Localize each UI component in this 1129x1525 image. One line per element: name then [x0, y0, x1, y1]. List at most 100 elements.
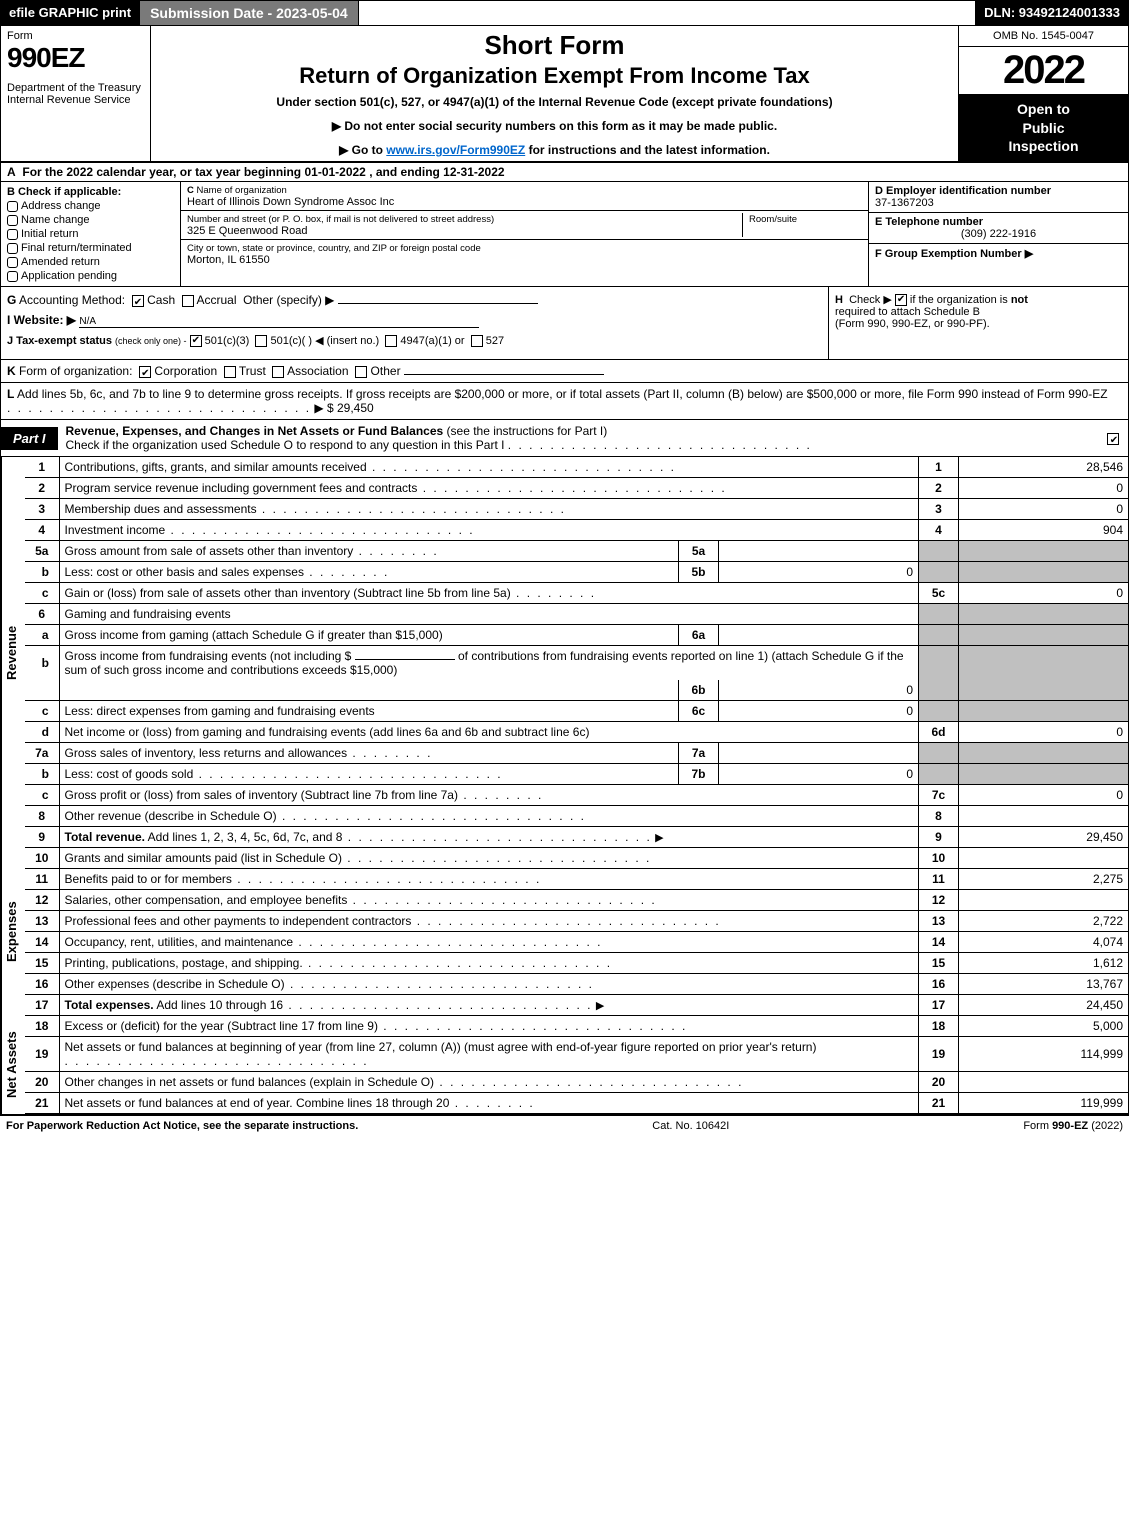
part-1-check[interactable]: [1098, 431, 1128, 445]
cb-address-change[interactable]: Address change: [7, 200, 174, 212]
revenue-side-label: Revenue: [1, 457, 25, 848]
4947-label: 4947(a)(1) or: [400, 335, 464, 347]
line-8-ln: 8: [919, 806, 959, 827]
line-5b-sublabel: 5b: [679, 562, 719, 583]
cb-501c3[interactable]: [190, 335, 202, 347]
line-21-amount: 119,999: [959, 1093, 1129, 1114]
cb-name-change-label: Name change: [21, 214, 90, 226]
note-2-suffix: for instructions and the latest informat…: [525, 143, 770, 157]
cb-trust[interactable]: [224, 366, 236, 378]
other-org-input[interactable]: [404, 374, 604, 375]
line-5a-sublabel: 5a: [679, 541, 719, 562]
section-a-text: For the 2022 calendar year, or tax year …: [22, 165, 504, 179]
line-10-desc: Grants and similar amounts paid (list in…: [65, 851, 342, 865]
cb-4947[interactable]: [385, 335, 397, 347]
note-2: ▶ Go to www.irs.gov/Form990EZ for instru…: [161, 143, 948, 157]
line-7a-amount-shaded: [959, 743, 1129, 764]
line-13-desc: Professional fees and other payments to …: [65, 914, 412, 928]
line-6a-sublabel: 6a: [679, 625, 719, 646]
street-value: 325 E Queenwood Road: [187, 225, 307, 237]
part-1-title-rest: (see the instructions for Part I): [443, 424, 607, 438]
line-6-desc: Gaming and fundraising events: [59, 604, 919, 625]
return-title: Return of Organization Exempt From Incom…: [161, 63, 948, 89]
h-check-label: Check ▶: [849, 294, 892, 306]
phone-label: E Telephone number: [875, 216, 983, 228]
line-12-amount: [959, 890, 1129, 911]
cb-accrual[interactable]: [182, 295, 194, 307]
irs-link[interactable]: www.irs.gov/Form990EZ: [386, 143, 525, 157]
line-7a-sublabel: 7a: [679, 743, 719, 764]
line-6d-ln: 6d: [919, 722, 959, 743]
tax-exempt-line: J Tax-exempt status (check only one) - 5…: [7, 334, 822, 347]
cb-association[interactable]: [272, 366, 284, 378]
line-7b-sublabel: 7b: [679, 764, 719, 785]
cb-501c[interactable]: [255, 335, 267, 347]
dln-label: DLN: 93492124001333: [976, 1, 1128, 25]
cb-amended-return[interactable]: Amended return: [7, 256, 174, 268]
line-16-desc: Other expenses (describe in Schedule O): [65, 977, 285, 991]
line-14-amount: 4,074: [959, 932, 1129, 953]
cb-name-change[interactable]: Name change: [7, 214, 174, 226]
line-5c-desc: Gain or (loss) from sale of assets other…: [65, 586, 511, 600]
open-line-2: Public: [1022, 120, 1064, 136]
line-7a-num: 7a: [25, 743, 59, 764]
line-20: 20 Other changes in net assets or fund b…: [25, 1072, 1129, 1093]
h-text-4: (Form 990, 990-EZ, or 990-PF).: [835, 318, 990, 330]
line-5b: b Less: cost or other basis and sales ex…: [25, 562, 1129, 583]
j-hint: (check only one) -: [115, 336, 187, 346]
info-block: B Check if applicable: Address change Na…: [0, 182, 1129, 287]
city-label: City or town, state or province, country…: [187, 243, 481, 254]
part-1-header: Part I Revenue, Expenses, and Changes in…: [0, 420, 1129, 457]
line-21: 21 Net assets or fund balances at end of…: [25, 1093, 1129, 1114]
part-1-label: Part I: [1, 427, 58, 450]
line-3-amount: 0: [959, 499, 1129, 520]
cb-schedule-b[interactable]: [895, 294, 907, 306]
line-14-desc: Occupancy, rent, utilities, and maintena…: [65, 935, 294, 949]
net-assets-section: Net Assets 18 Excess or (deficit) for th…: [0, 1016, 1129, 1114]
line-21-ln: 21: [919, 1093, 959, 1114]
line-17-ln: 17: [919, 995, 959, 1016]
cb-final-return[interactable]: Final return/terminated: [7, 242, 174, 254]
cb-other-org[interactable]: [355, 366, 367, 378]
accounting-other-input[interactable]: [338, 303, 538, 304]
line-2: 2 Program service revenue including gove…: [25, 478, 1129, 499]
line-6b-blank[interactable]: [355, 659, 455, 660]
line-17-amount: 24,450: [959, 995, 1129, 1016]
footer-right-prefix: Form: [1023, 1120, 1052, 1132]
cb-cash[interactable]: [132, 295, 144, 307]
org-name-row: C Name of organization Heart of Illinois…: [181, 182, 868, 211]
header-right: OMB No. 1545-0047 2022 Open to Public In…: [958, 26, 1128, 161]
h-not: not: [1011, 294, 1028, 306]
line-10-amount: [959, 848, 1129, 869]
line-5c-amount: 0: [959, 583, 1129, 604]
line-8-amount: [959, 806, 1129, 827]
line-16-num: 16: [25, 974, 59, 995]
section-a-letter: A: [7, 165, 16, 179]
efile-label[interactable]: efile GRAPHIC print: [1, 1, 140, 25]
cb-final-return-label: Final return/terminated: [21, 242, 132, 254]
checkboxes-block: B Check if applicable: Address change Na…: [1, 182, 181, 286]
short-form-title: Short Form: [161, 30, 948, 61]
line-5b-shaded: [919, 562, 959, 583]
527-label: 527: [486, 335, 504, 347]
k-letter: K: [7, 364, 16, 378]
cb-application-pending[interactable]: Application pending: [7, 270, 174, 282]
line-6c: c Less: direct expenses from gaming and …: [25, 701, 1129, 722]
l-line: L Add lines 5b, 6c, and 7b to line 9 to …: [0, 383, 1129, 420]
open-line-3: Inspection: [1008, 138, 1078, 154]
footer: For Paperwork Reduction Act Notice, see …: [0, 1114, 1129, 1136]
line-6: 6 Gaming and fundraising events: [25, 604, 1129, 625]
cb-corporation[interactable]: [139, 366, 151, 378]
website-label: I Website: ▶: [7, 313, 76, 327]
line-9-ln: 9: [919, 827, 959, 848]
line-5c-ln: 5c: [919, 583, 959, 604]
part-1-title-bold: Revenue, Expenses, and Changes in Net As…: [66, 424, 444, 438]
cb-initial-return[interactable]: Initial return: [7, 228, 174, 240]
cb-527[interactable]: [471, 335, 483, 347]
line-4-ln: 4: [919, 520, 959, 541]
line-6b-amount-shaded: [959, 646, 1129, 681]
l-arrow: ▶ $: [314, 401, 333, 415]
website-line: I Website: ▶ N/A: [7, 313, 822, 328]
street-label: Number and street (or P. O. box, if mail…: [187, 214, 494, 225]
line-19-amount: 114,999: [959, 1037, 1129, 1072]
